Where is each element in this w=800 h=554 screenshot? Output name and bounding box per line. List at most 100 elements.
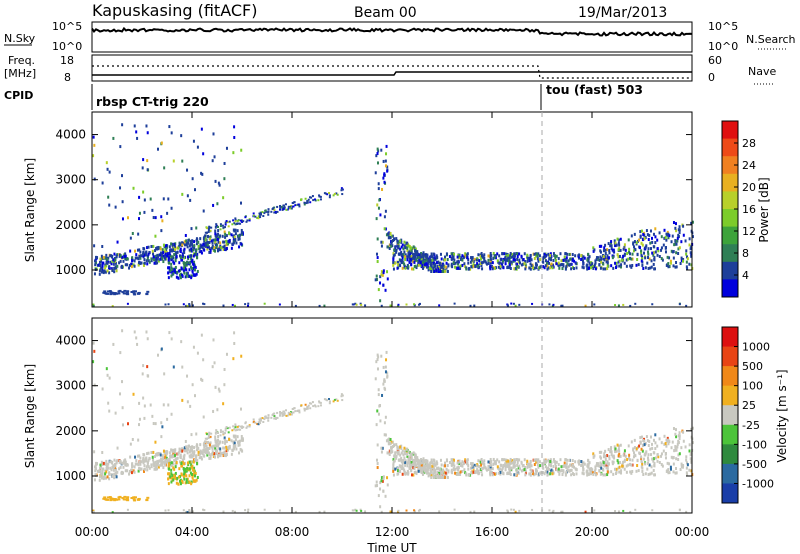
data-cell [480,467,483,471]
data-cell [135,253,138,257]
data-cell [193,246,196,250]
data-cell [128,263,131,267]
data-cell [404,452,407,456]
data-cell [643,251,646,255]
data-cell [220,246,223,250]
data-cell [443,475,446,479]
data-cell [279,414,282,417]
data-cell [189,404,192,408]
data-cell [591,262,594,266]
data-cell [451,265,454,269]
data-cell [303,407,306,410]
data-cell [625,258,628,262]
data-cell [247,302,250,305]
data-cell [663,442,666,446]
data-cell [589,469,592,473]
data-cell [490,264,493,268]
data-cell [610,247,613,251]
data-cell [386,371,389,375]
data-cell [538,460,541,464]
data-cell [640,459,643,463]
data-cell [108,265,111,269]
data-cell [244,509,247,512]
data-cell [419,508,422,511]
data-cell [625,470,628,474]
data-cell [146,463,149,467]
data-cell [567,259,570,263]
data-cell [472,470,475,474]
data-cell [305,202,308,205]
data-cell [599,455,602,459]
data-cell [393,444,396,448]
data-cell [391,450,394,454]
data-cell [466,256,469,260]
data-cell [156,255,159,259]
data-cell [306,201,309,204]
data-cell [106,257,109,261]
data-cell [678,509,681,512]
data-cell [100,266,103,270]
data-cell [306,200,309,203]
data-cell [121,329,124,333]
data-cell [494,460,497,464]
data-cell [208,241,211,245]
data-cell [119,465,122,469]
data-cell [597,464,600,468]
data-cell [122,292,126,295]
data-cell [479,460,482,464]
data-cell [520,254,523,258]
data-cell [514,472,517,476]
data-cell [602,473,605,477]
data-cell [101,476,104,480]
data-cell [471,256,474,260]
data-cell [392,256,395,260]
data-cell [207,230,210,233]
data-cell [412,473,415,477]
data-cell [682,439,685,443]
data-cell [621,256,624,260]
data-cell [456,472,459,476]
data-cell [439,267,442,271]
data-cell [214,234,217,238]
data-cell [170,468,173,472]
data-cell [499,470,502,474]
data-cell [94,465,97,469]
data-cell [617,510,620,513]
data-cell [204,234,207,238]
data-cell [630,471,633,475]
data-cell [602,468,605,472]
data-cell [147,245,150,249]
data-cell [491,473,494,477]
data-cell [121,423,124,427]
data-cell [504,262,507,266]
data-cell [452,458,455,462]
data-cell [376,161,379,165]
data-cell [203,242,206,246]
data-cell [435,269,438,273]
data-cell [392,254,395,258]
data-cell [610,244,613,248]
data-cell [259,422,262,425]
data-cell [108,266,111,270]
data-cell [512,258,515,262]
data-cell [404,266,407,270]
data-cell [385,233,388,237]
data-cell [410,267,413,271]
data-cell [538,266,541,270]
data-cell [577,461,580,465]
data-cell [389,231,392,235]
data-cell [156,257,159,261]
data-cell [192,345,195,349]
data-cell [185,447,188,451]
data-cell [112,464,115,468]
data-cell [377,412,380,416]
data-cell [181,398,184,402]
data-cell [189,198,192,202]
data-cell [685,260,688,264]
data-cell [162,457,165,461]
data-cell [452,252,455,256]
data-cell [182,241,185,245]
data-cell [272,207,275,210]
data-cell [103,498,107,501]
data-cell [119,186,122,190]
